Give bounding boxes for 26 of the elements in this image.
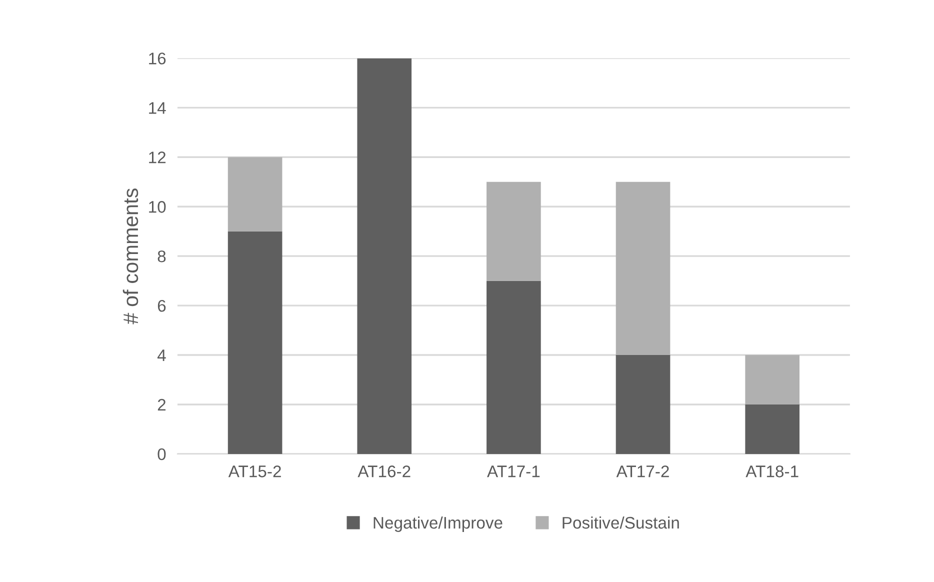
legend-label: Positive/Sustain <box>562 516 679 529</box>
x-tick-label: AT17-1 <box>487 466 540 478</box>
x-tick-label: AT15-2 <box>228 466 281 478</box>
x-tick-label: AT16-2 <box>358 466 410 478</box>
bar <box>228 157 282 232</box>
y-tick-label: 2 <box>158 398 166 411</box>
y-tick-label: 0 <box>158 448 166 460</box>
legend-label: Negative/Improve <box>374 516 502 532</box>
bar <box>745 404 800 454</box>
x-tick-label: AT17-2 <box>616 466 669 478</box>
bar <box>486 280 541 454</box>
bar <box>745 355 800 404</box>
y-tick-label: 6 <box>158 300 166 312</box>
bar <box>357 58 412 454</box>
bar <box>616 355 670 454</box>
bar <box>228 231 282 454</box>
y-tick-label: 10 <box>149 201 166 213</box>
y-tick-label: 4 <box>157 350 166 362</box>
x-tick-label: AT18-1 <box>746 466 798 478</box>
y-tick-label: 8 <box>158 250 166 262</box>
y-tick-label: 16 <box>149 52 166 64</box>
y-axis-title: # of comments <box>122 188 138 324</box>
bar <box>616 182 670 356</box>
bar <box>486 182 541 281</box>
y-tick-label: 12 <box>149 152 166 164</box>
y-tick-label: 14 <box>149 102 166 114</box>
